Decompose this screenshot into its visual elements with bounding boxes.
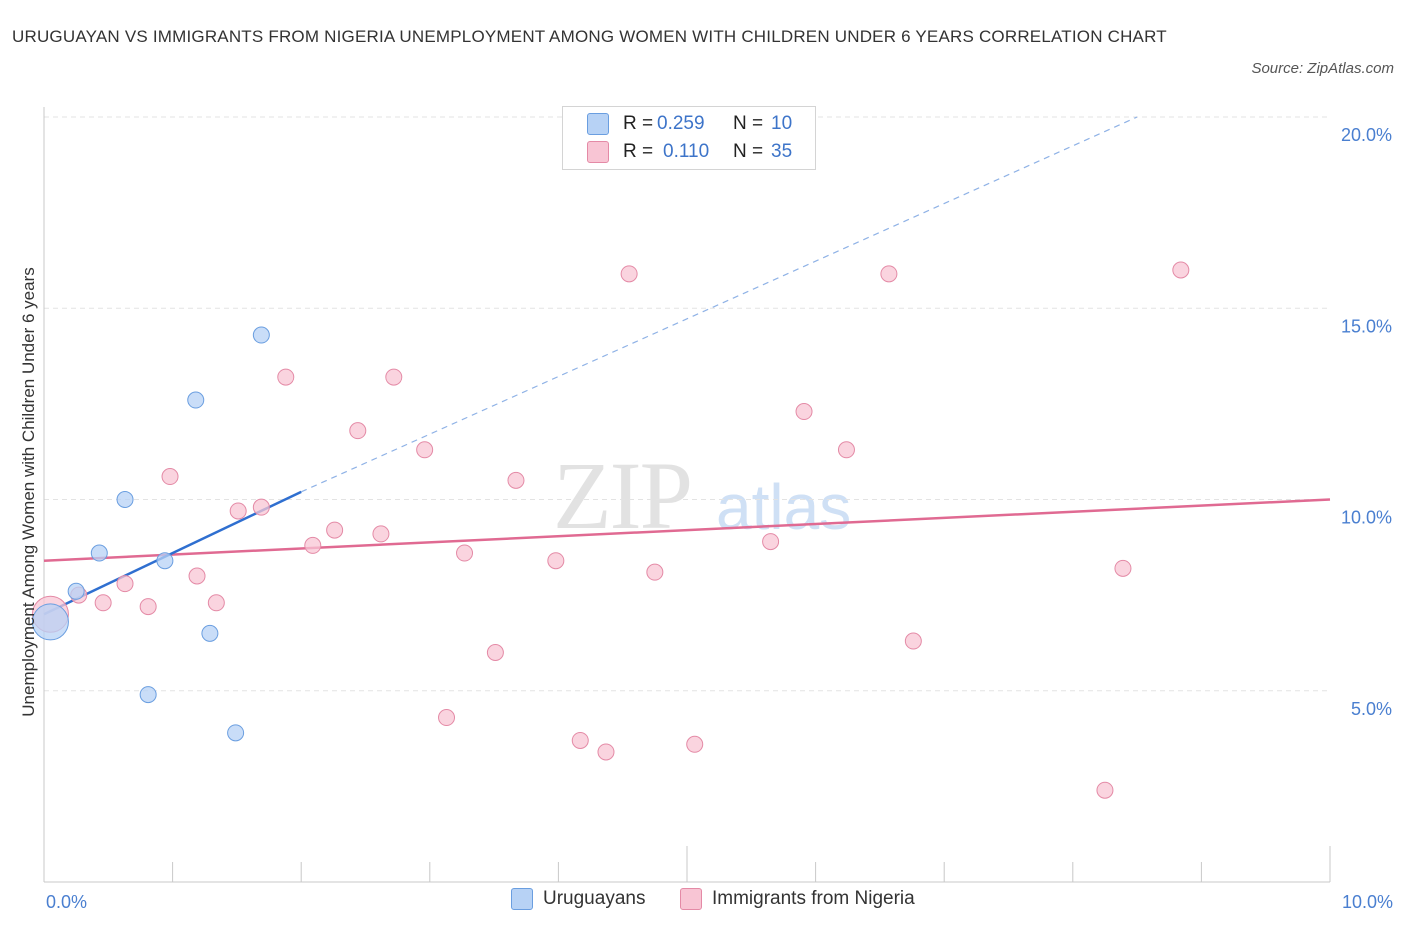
watermark-atlas: atlas (716, 471, 852, 543)
nigeria-point (416, 441, 434, 459)
nigeria-point (229, 502, 247, 520)
chart-title: URUGUAYAN VS IMMIGRANTS FROM NIGERIA UNE… (12, 27, 1167, 46)
axes (43, 107, 1331, 883)
nigeria-legend-label: Immigrants from Nigeria (712, 888, 915, 909)
grid-lines (44, 116, 1330, 692)
correlation-legend: R = 0.259 N = 10 R = 0.110 N = 35 (562, 106, 816, 170)
uruguayans-point (90, 544, 108, 562)
uruguayans-point (67, 582, 85, 600)
trend-lines (43, 116, 1331, 616)
nigeria-point (880, 265, 898, 283)
data-points (31, 261, 1190, 799)
nigeria-swatch (587, 141, 609, 163)
nigeria-point (207, 594, 225, 612)
y-tick-label: 5.0% (1351, 699, 1392, 719)
nigeria-point (686, 735, 704, 753)
nigeria-point (188, 567, 206, 585)
nigeria-point (620, 265, 638, 283)
nigeria-point (507, 471, 525, 489)
x-tick-label: 0.0% (46, 892, 87, 912)
nigeria-point (385, 368, 403, 386)
nigeria-point (304, 536, 322, 554)
nigeria-point (1096, 781, 1114, 799)
legend-row-uruguayans: R = 0.259 N = 10 (587, 110, 792, 138)
n-label: N = (733, 113, 764, 134)
nigeria-point (252, 498, 270, 516)
x-tick-label: 10.0% (1342, 892, 1393, 912)
uruguayans-trend-extension (300, 116, 1138, 493)
nigeria-point (456, 544, 474, 562)
uruguayans-point (31, 603, 69, 641)
nigeria-point (762, 533, 780, 551)
legend-row-nigeria: R = 0.110 N = 35 (587, 138, 792, 166)
nigeria-point (139, 598, 157, 616)
nigeria-point (571, 731, 589, 749)
nigeria-point (837, 441, 855, 459)
y-axis-label: Unemployment Among Women with Children U… (19, 267, 38, 716)
n-value: 10 (771, 113, 793, 134)
uruguayans-legend-label: Uruguayans (543, 888, 646, 909)
n-value: 35 (771, 141, 793, 162)
nigeria-legend-swatch (680, 888, 702, 910)
uruguayans-legend-swatch (511, 888, 533, 910)
nigeria-point (326, 521, 344, 539)
nigeria-point (904, 632, 922, 650)
nigeria-point (438, 709, 456, 727)
y-tick-label: 10.0% (1341, 508, 1392, 528)
nigeria-point (372, 525, 390, 543)
r-value: 0.259 (657, 113, 705, 134)
uruguayans-point (187, 391, 205, 409)
uruguayans-point (201, 624, 219, 642)
nigeria-point (161, 468, 179, 486)
nigeria-point (94, 594, 112, 612)
nigeria-point (116, 575, 134, 593)
r-label: R = (623, 113, 654, 134)
tick-labels: 5.0% 10.0% 15.0% 20.0% 0.0% 10.0% (46, 125, 1393, 912)
nigeria-point (597, 743, 615, 761)
r-value: 0.110 (663, 141, 710, 162)
nigeria-point (547, 552, 565, 570)
nigeria-point (1172, 261, 1190, 279)
legend-item-nigeria[interactable]: Immigrants from Nigeria (680, 888, 915, 910)
uruguayans-point (139, 686, 157, 704)
r-label: R = (623, 141, 654, 162)
nigeria-point (277, 368, 295, 386)
uruguayans-point (227, 724, 245, 742)
y-tick-label: 15.0% (1341, 316, 1392, 336)
legend-item-uruguayans[interactable]: Uruguayans (511, 888, 645, 910)
nigeria-point (646, 563, 664, 581)
nigeria-point (1114, 559, 1132, 577)
source-label: Source: ZipAtlas.com (1251, 60, 1394, 77)
uruguayans-swatch (587, 113, 609, 135)
uruguayans-point (252, 326, 270, 344)
nigeria-trend-line (43, 498, 1331, 562)
nigeria-point (486, 644, 504, 661)
n-label: N = (733, 141, 764, 162)
nigeria-point (349, 422, 367, 440)
uruguayans-point (116, 491, 134, 508)
nigeria-point (795, 403, 813, 421)
uruguayans-point (156, 552, 174, 570)
y-tick-label: 20.0% (1341, 125, 1392, 145)
